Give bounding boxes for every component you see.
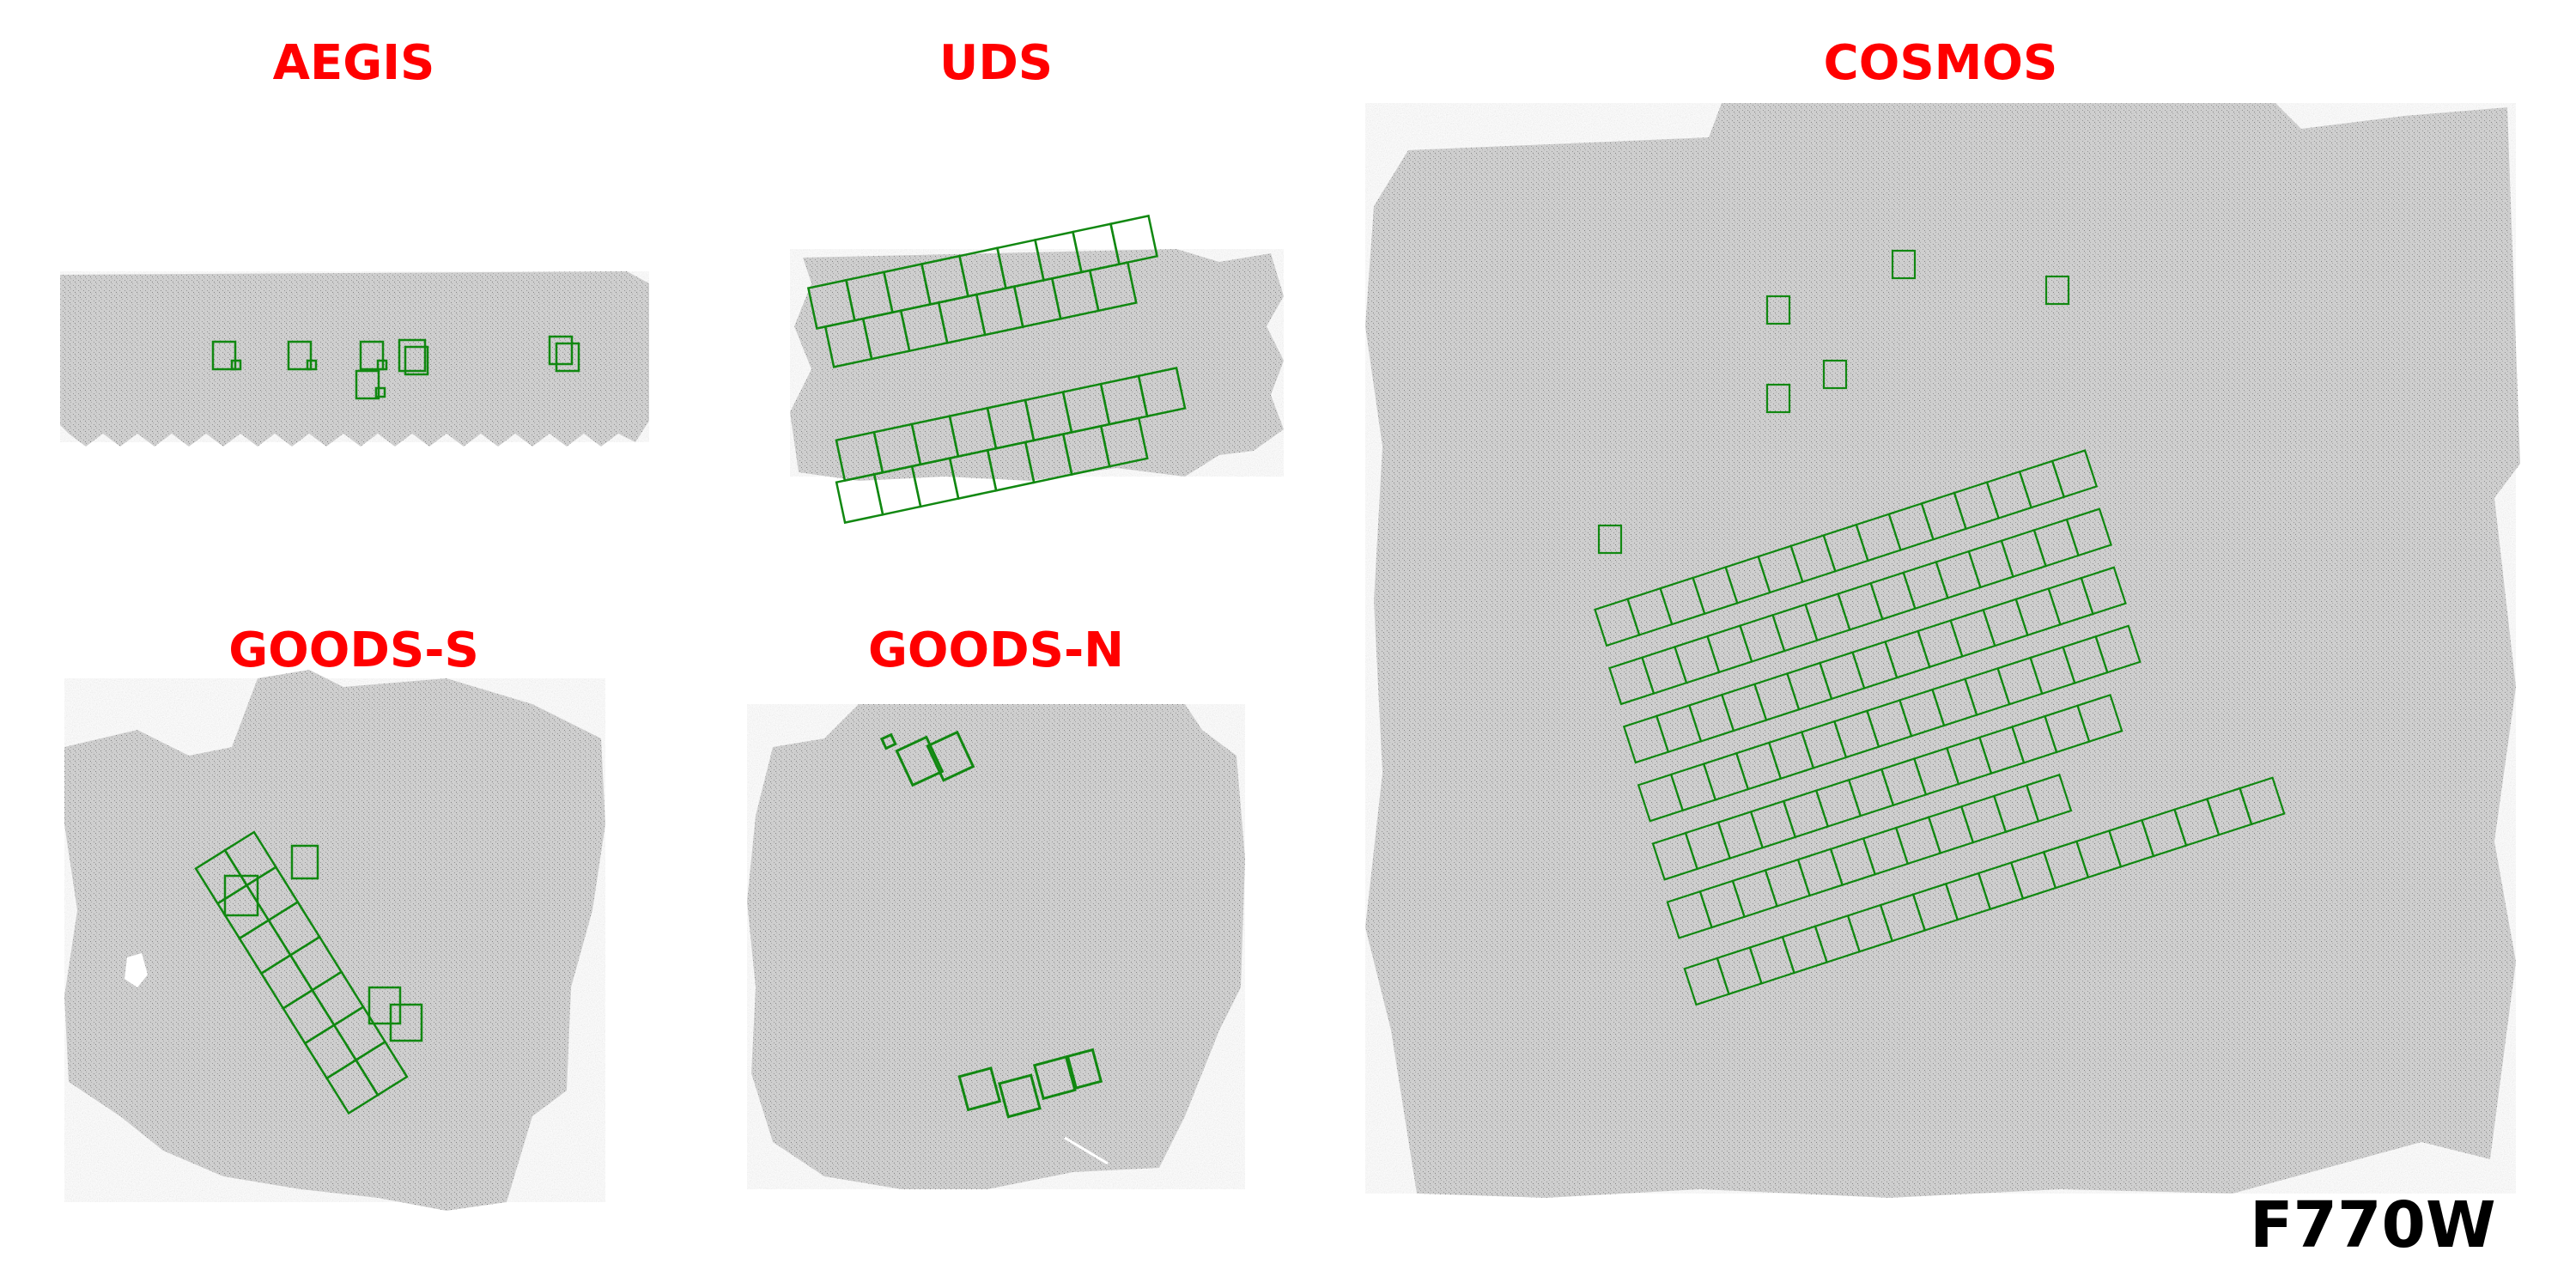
cosmos-image <box>1365 103 2520 1198</box>
aegis-footprints <box>211 335 580 400</box>
goods-n-footprints <box>879 730 1103 1119</box>
filter-label: F770W <box>2250 1188 2496 1262</box>
uds-title: UDS <box>939 35 1054 91</box>
goods-n-image <box>747 704 1245 1189</box>
goods-s-footprints <box>194 830 423 1115</box>
uds-footprints <box>806 214 1187 525</box>
aegis-image <box>60 271 649 447</box>
cosmos-footprints <box>1594 249 2286 1006</box>
aegis-title: AEGIS <box>272 35 435 91</box>
cosmos-title: COSMOS <box>1823 35 2058 91</box>
goods-s-image <box>64 670 605 1211</box>
goods-n-title: GOODS-N <box>867 623 1125 678</box>
uds-image <box>790 249 1284 481</box>
goods-s-title: GOODS-S <box>228 623 479 678</box>
